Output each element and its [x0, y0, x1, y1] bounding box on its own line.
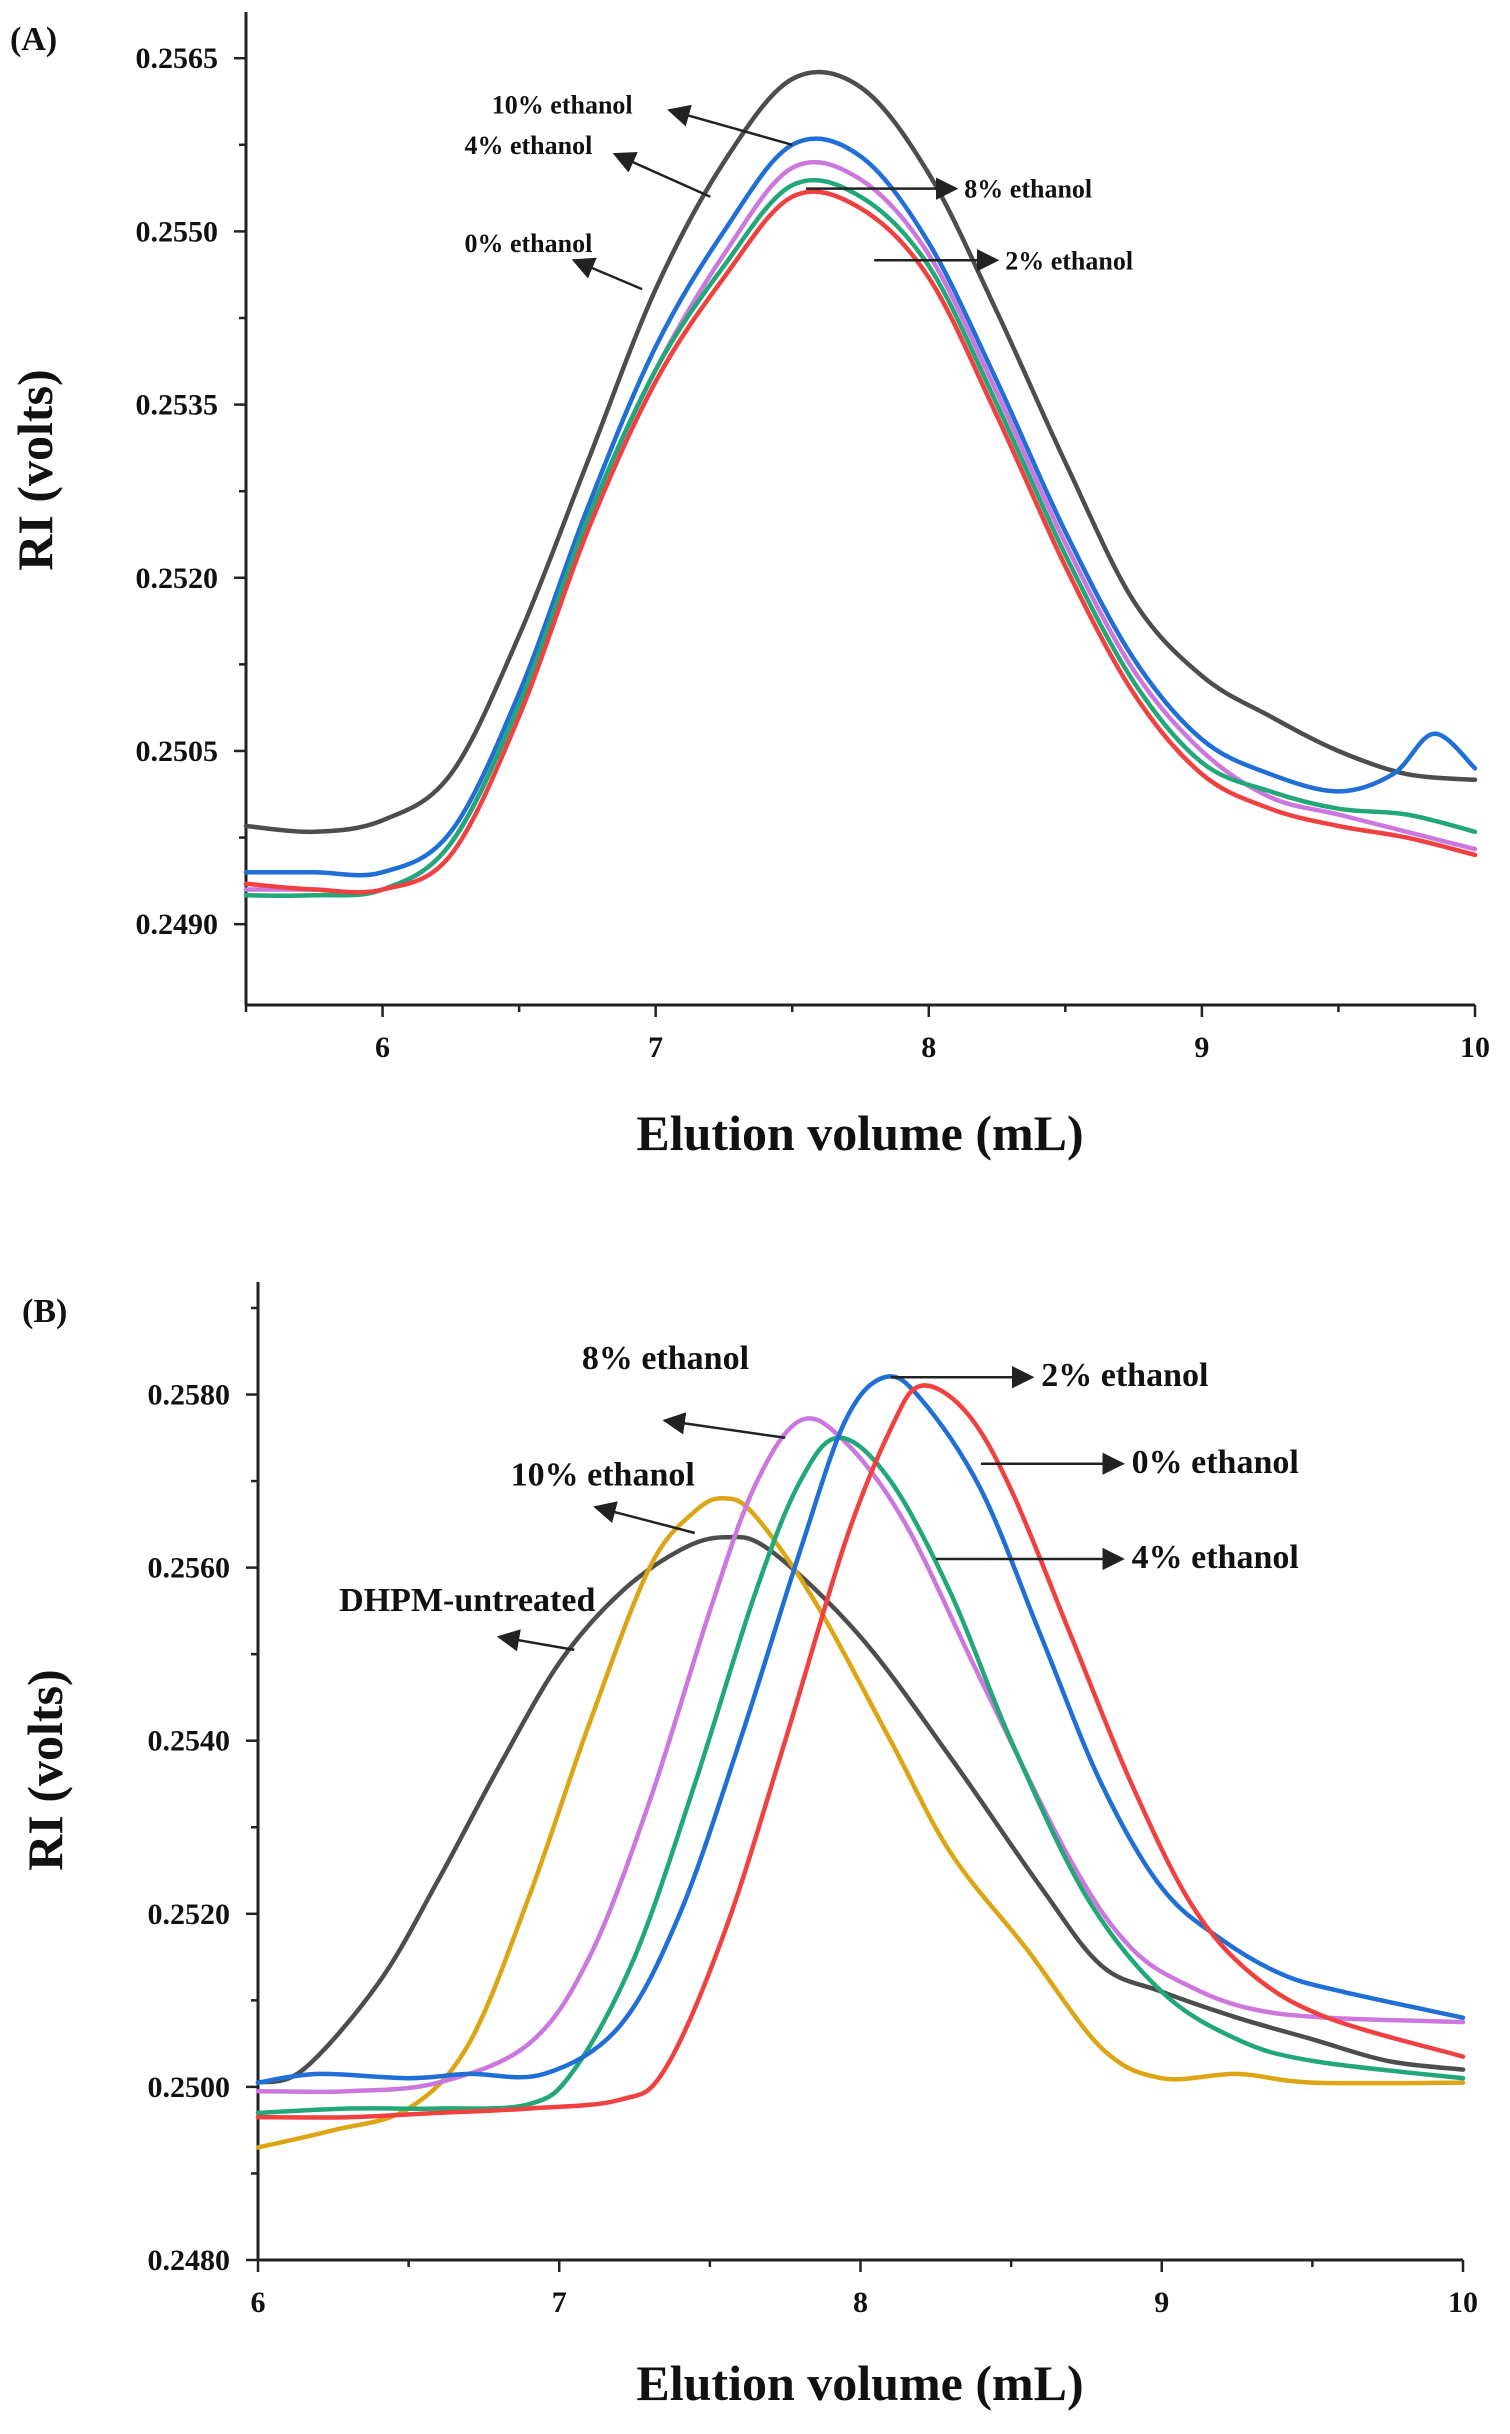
panel-a-x-tick-label: 6 [375, 1031, 390, 1064]
panel-a-y-tick-label: 0.2520 [136, 562, 219, 595]
panel-b-y-tick-label: 0.2480 [148, 2244, 231, 2277]
panel-b-y-tick-label: 0.2540 [148, 1725, 231, 1758]
panel-b-annotation-arrow [593, 1501, 696, 1535]
panel-a-x-axis-title: Elution volume (mL) [636, 1105, 1083, 1161]
panel-b-series-4-ethanol [255, 1435, 1466, 2116]
panel-a-x-tick-label: 9 [1194, 1031, 1209, 1064]
panel-a-label: (A) [10, 21, 57, 58]
panel-b-series-10-ethanol [255, 1496, 1466, 2150]
panel-b-x-tick-label: 10 [1448, 2286, 1478, 2319]
panel-a-y-axis-title: RI (volts) [7, 369, 63, 570]
panel-a-x-tick-label: 10 [1460, 1031, 1490, 1064]
panel-a-series-group [243, 69, 1478, 898]
panel-b-y-tick-label: 0.2520 [148, 1898, 231, 1931]
panel-a-annotation-label: 0% ethanol [464, 229, 592, 258]
panel-b-y-tick-label: 0.2560 [148, 1552, 231, 1585]
panel-b-annotation-arrow [662, 1412, 786, 1440]
panel-b-x-axis-title: Elution volume (mL) [636, 2355, 1083, 2411]
panel-a-y-tick-label: 0.2565 [136, 42, 219, 75]
panel-a-series-2-ethanol [243, 177, 1478, 898]
panel-a-series-0-ethanol [243, 189, 1478, 895]
panel-b: (B) 2% ethanol 0% ethanol 4% ethanol 8% eth… [17, 1282, 1478, 2411]
panel-a-y-tick-label: 0.2490 [136, 908, 219, 941]
panel-b-annotation-label: 0% ethanol [1132, 1444, 1299, 1481]
panel-a-x-tick-label: 7 [648, 1031, 663, 1064]
panel-a-y-tick-label: 0.2550 [136, 215, 219, 248]
panel-b-annotation-label: 10% ethanol [511, 1457, 695, 1494]
panel-b-series-2-ethanol [255, 1374, 1466, 2085]
panel-b-label: (B) [22, 1293, 67, 1330]
panel-b-y-tick-label: 0.2580 [148, 1379, 231, 1412]
panel-a-x-tick-label: 8 [921, 1031, 936, 1064]
panel-a-annotation-label: 10% ethanol [492, 90, 633, 119]
panel-b-y-tick-label: 0.2500 [148, 2071, 231, 2104]
panel-a-series-10-ethanol [243, 69, 1478, 835]
panel-a-annotation-arrow [571, 257, 643, 291]
panel-a-annotation-label: 2% ethanol [1005, 246, 1133, 275]
panel-b-annotation-label: 8% ethanol [582, 1340, 749, 1377]
panel-b-x-tick-label: 6 [251, 2286, 266, 2319]
panel-b-annotation-label: 4% ethanol [1132, 1539, 1299, 1576]
panel-b-annotation-arrow [496, 1629, 575, 1652]
panel-a-annotation-arrow [667, 104, 793, 146]
panel-b-series-0-ethanol [255, 1383, 1466, 2120]
panel-b-x-tick-label: 9 [1154, 2286, 1169, 2319]
panel-b-ticks: 6 7 8 9 10 0.2480 0.2500 0.2520 0.2540 0.2560 0.25… [148, 1306, 1478, 2319]
panel-a-y-tick-label: 0.2505 [136, 735, 219, 768]
panel-a-annotation-arrow [612, 152, 711, 198]
panel-b-x-tick-label: 8 [853, 2286, 868, 2319]
panel-a-ticks: 6 7 8 9 10 0.2490 0.2505 0.2520 0.2535 0.2550 0.25… [136, 42, 1491, 1064]
panel-b-y-axis-title: RI (volts) [17, 1669, 73, 1870]
panel-a-annotation-label: 4% ethanol [464, 131, 592, 160]
panel-a-annotations: 10% ethanol 4% ethanol 0% ethanol 8% ethano… [464, 90, 1133, 291]
panel-b-annotation-label: DHPM-untreated [339, 1582, 595, 1619]
panel-a-annotation-label: 8% ethanol [964, 175, 1092, 204]
panel-a-y-tick-label: 0.2535 [136, 389, 219, 422]
panel-b-series-8-ethanol [255, 1416, 1466, 2095]
panel-b-annotations: 2% ethanol 0% ethanol 4% ethanol 8% ethanol… [339, 1340, 1299, 1652]
panel-a-series-4-ethanol [243, 136, 1478, 878]
panel-b-annotation-label: 2% ethanol [1041, 1357, 1208, 1394]
panel-b-x-tick-label: 7 [552, 2286, 567, 2319]
panel-a: (A) 10% ethanol 4% ethanol 0% ethanol 8% et… [7, 12, 1490, 1161]
panel-b-series-group [255, 1374, 1466, 2150]
panel-b-series-dhpm-untreated [255, 1534, 1466, 2085]
